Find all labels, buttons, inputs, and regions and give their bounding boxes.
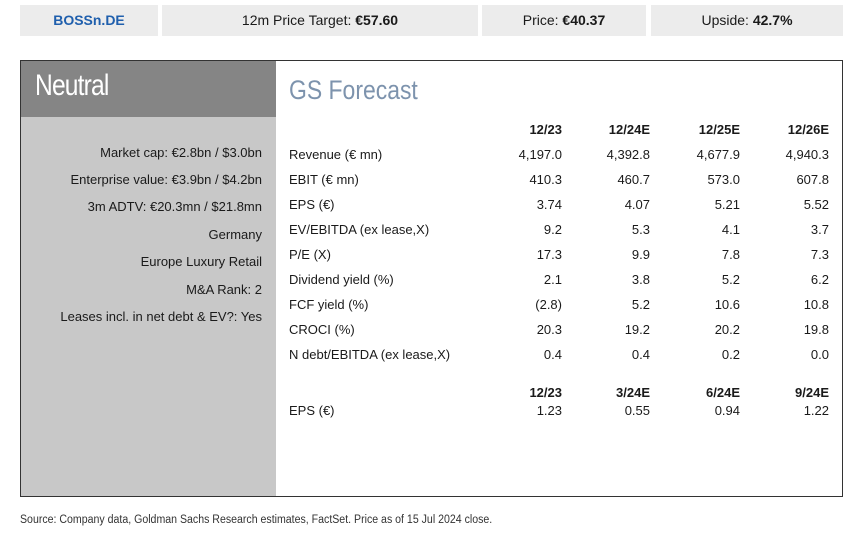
ma-rank: M&A Rank: 2 [186,282,262,297]
ticker: BOSSn.DE [53,12,125,28]
price-value: €40.37 [562,12,606,28]
table-cell: 460.7 [617,172,650,187]
table-cell: 7.3 [810,247,829,262]
price-box: Price: €40.37 [482,5,646,36]
table-cell: 20.3 [536,322,562,337]
table-cell: 10.6 [714,297,740,312]
table-cell: 4,197.0 [518,147,562,162]
table-cell: 5.21 [714,197,740,212]
table-cell: 6.2 [810,272,829,287]
country: Germany [208,227,262,242]
quarterly-cell: 1.22 [803,403,829,418]
ticker-box: BOSSn.DE [20,5,158,36]
table-cell: 0.0 [810,347,829,362]
table-cell: 410.3 [529,172,562,187]
table-cell: 5.2 [721,272,740,287]
column-header: 12/23 [529,122,562,137]
row-label: Dividend yield (%) [289,272,394,287]
quarterly-cell: 1.23 [536,403,562,418]
sector: Europe Luxury Retail [140,254,262,269]
table-cell: 3.8 [631,272,650,287]
quarterly-column-header: 6/24E [706,385,740,400]
table-cell: 19.8 [803,322,829,337]
company-info-column: Neutral Market cap: €2.8bn / $3.0bn Ente… [21,61,276,496]
table-cell: 573.0 [707,172,740,187]
table-cell: 3.7 [810,222,829,237]
quarterly-row-label: EPS (€) [289,403,335,418]
enterprise-value: Enterprise value: €3.9bn / $4.2bn [70,172,262,187]
column-header: 12/26E [787,122,829,137]
table-cell: 3.74 [536,197,562,212]
table-cell: 9.2 [543,222,562,237]
row-label: Revenue (€ mn) [289,147,383,162]
table-cell: 7.8 [721,247,740,262]
quarterly-column-header: 3/24E [616,385,650,400]
rating-label: Neutral [35,69,109,102]
table-cell: 20.2 [714,322,740,337]
table-cell: 0.4 [631,347,650,362]
price-target-value: €57.60 [355,12,399,28]
table-cell: 4.07 [624,197,650,212]
table-cell: 607.8 [796,172,829,187]
price-label: Price: [522,12,563,28]
leases-note: Leases incl. in net debt & EV?: Yes [60,309,262,324]
price-target-label: 12m Price Target: [241,12,356,28]
upside-label: Upside: [701,12,753,28]
table-cell: 10.8 [803,297,829,312]
row-label: P/E (X) [289,247,331,262]
row-label: EBIT (€ mn) [289,172,359,187]
table-cell: 0.2 [721,347,740,362]
quarterly-column-header: 9/24E [795,385,829,400]
table-cell: 5.52 [803,197,829,212]
table-cell: 0.4 [543,347,562,362]
quarterly-cell: 0.55 [624,403,650,418]
table-cell: 4.1 [721,222,740,237]
table-cell: 19.2 [624,322,650,337]
quarterly-column-header: 12/23 [529,385,562,400]
row-label: EV/EBITDA (ex lease,X) [289,222,430,237]
row-label: CROCI (%) [289,322,355,337]
table-cell: 4,392.8 [606,147,650,162]
table-cell: 4,940.3 [785,147,829,162]
summary-panel: Neutral Market cap: €2.8bn / $3.0bn Ente… [20,60,843,497]
upside-box: Upside: 42.7% [651,5,843,36]
adtv: 3m ADTV: €20.3mn / $21.8mn [87,199,262,214]
table-cell: (2.8) [535,297,562,312]
table-cell: 5.2 [631,297,650,312]
upside-value: 42.7% [752,12,793,28]
table-cell: 2.1 [543,272,562,287]
price-target-box: 12m Price Target: €57.60 [162,5,478,36]
row-label: N debt/EBITDA (ex lease,X) [289,347,451,362]
table-cell: 17.3 [536,247,562,262]
row-label: FCF yield (%) [289,297,369,312]
rating-bar: Neutral [21,61,276,117]
column-header: 12/25E [698,122,740,137]
column-header: 12/24E [608,122,650,137]
forecast-title: GS Forecast [289,75,418,105]
table-cell: 9.9 [631,247,650,262]
table-cell: 5.3 [631,222,650,237]
source-note: Source: Company data, Goldman Sachs Rese… [20,514,493,526]
row-label: EPS (€) [289,197,335,212]
table-cell: 4,677.9 [696,147,740,162]
quarterly-cell: 0.94 [714,403,740,418]
market-cap: Market cap: €2.8bn / $3.0bn [100,145,262,160]
